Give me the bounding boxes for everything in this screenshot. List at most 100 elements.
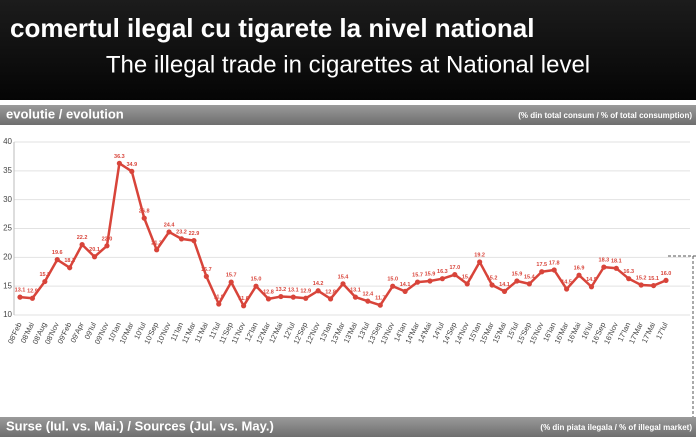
footer-title: Surse (Iul. vs. Mai.) / Sources (Jul. vs… [6, 418, 274, 433]
point [241, 303, 247, 309]
value-label: 13.1 [288, 288, 299, 294]
value-label: 18.2 [64, 258, 75, 264]
point [352, 294, 359, 300]
point [327, 296, 334, 302]
y-tick-label: 15 [3, 281, 12, 290]
y-tick-label: 30 [3, 195, 12, 204]
value-label: 14.9 [586, 277, 597, 283]
point [414, 279, 421, 285]
point [178, 236, 185, 242]
title: comertul ilegal cu tigarete la nivel nat… [10, 13, 534, 43]
point [129, 168, 135, 175]
value-label: 15.0 [251, 277, 262, 283]
point [104, 243, 110, 249]
point [54, 257, 60, 263]
point [452, 272, 458, 278]
value-label: 17.5 [536, 262, 547, 268]
point [141, 215, 147, 221]
point [203, 273, 209, 279]
value-label: 22.9 [189, 231, 200, 237]
value-label: 11.9 [214, 294, 224, 300]
y-tick-label: 40 [3, 137, 12, 146]
value-label: 13.2 [276, 287, 287, 293]
point [439, 276, 445, 282]
value-label: 15.8 [39, 272, 50, 278]
value-label: 12.8 [263, 289, 274, 295]
value-label: 34.9 [126, 162, 137, 168]
point [626, 276, 632, 282]
value-label: 18.1 [611, 259, 622, 265]
point [601, 264, 607, 270]
point [253, 283, 259, 289]
point [390, 283, 396, 289]
value-label: 15.4 [338, 274, 350, 280]
y-tick-label: 10 [3, 310, 12, 319]
point [564, 286, 570, 292]
value-label: 22.2 [77, 235, 88, 241]
point [17, 294, 23, 300]
value-label: 13.1 [15, 288, 26, 294]
x-tick-label: 17'Iul [654, 321, 670, 341]
point [613, 265, 619, 271]
point [477, 259, 483, 265]
point [638, 282, 644, 288]
value-label: 16.0 [661, 271, 672, 277]
point [526, 281, 532, 287]
value-label: 14.1 [400, 282, 411, 288]
y-tick-label: 35 [3, 166, 12, 175]
point [67, 265, 73, 271]
value-label: 17.8 [549, 260, 560, 266]
value-label: 36.3 [114, 154, 125, 160]
point [402, 288, 408, 294]
footer-bar [0, 417, 696, 437]
value-label: 16.3 [437, 269, 448, 275]
value-label: 16.9 [574, 266, 585, 272]
header-bg [0, 0, 696, 100]
value-label: 14.1 [499, 282, 510, 288]
value-label: 15.9 [512, 271, 523, 277]
point [501, 288, 508, 294]
point [539, 269, 545, 275]
point [365, 298, 371, 304]
point [228, 279, 234, 285]
point [191, 238, 197, 244]
point [116, 160, 122, 166]
value-label: 15.7 [226, 273, 237, 279]
value-label: 22.0 [102, 236, 113, 242]
value-label: 23.2 [176, 229, 187, 235]
point [576, 272, 582, 278]
value-label: 15.2 [636, 275, 647, 281]
value-label: 15.7 [412, 273, 423, 279]
value-label: 15.2 [487, 275, 498, 281]
point [216, 301, 222, 307]
point [650, 282, 657, 289]
value-label: 20.1 [89, 247, 100, 253]
value-label: 19.6 [52, 250, 63, 256]
footer-note: (% din piata ilegala / % of illegal mark… [540, 423, 692, 432]
point [427, 278, 433, 284]
value-label: 15.4 [524, 274, 536, 280]
point [265, 296, 272, 302]
value-label: 16.7 [201, 267, 212, 273]
point [514, 278, 520, 284]
point [42, 278, 48, 285]
point [315, 288, 321, 294]
value-label: 26.8 [139, 209, 150, 215]
section-note: (% din total consum / % of total consump… [518, 111, 692, 120]
point [588, 284, 595, 290]
subtitle: The illegal trade in cigarettes at Natio… [106, 51, 590, 78]
point [551, 267, 557, 273]
value-label: 18.3 [599, 258, 610, 264]
value-label: 12.9 [27, 289, 38, 295]
y-tick-label: 20 [3, 252, 12, 261]
point [91, 254, 98, 260]
value-label: 19.2 [474, 252, 485, 258]
point [290, 294, 296, 300]
value-label: 12.9 [300, 289, 311, 295]
value-label: 12.4 [362, 292, 374, 298]
point [79, 242, 85, 248]
point [340, 281, 346, 287]
section-title: evolutie / evolution [6, 106, 124, 121]
value-label: 12.8 [325, 289, 336, 295]
